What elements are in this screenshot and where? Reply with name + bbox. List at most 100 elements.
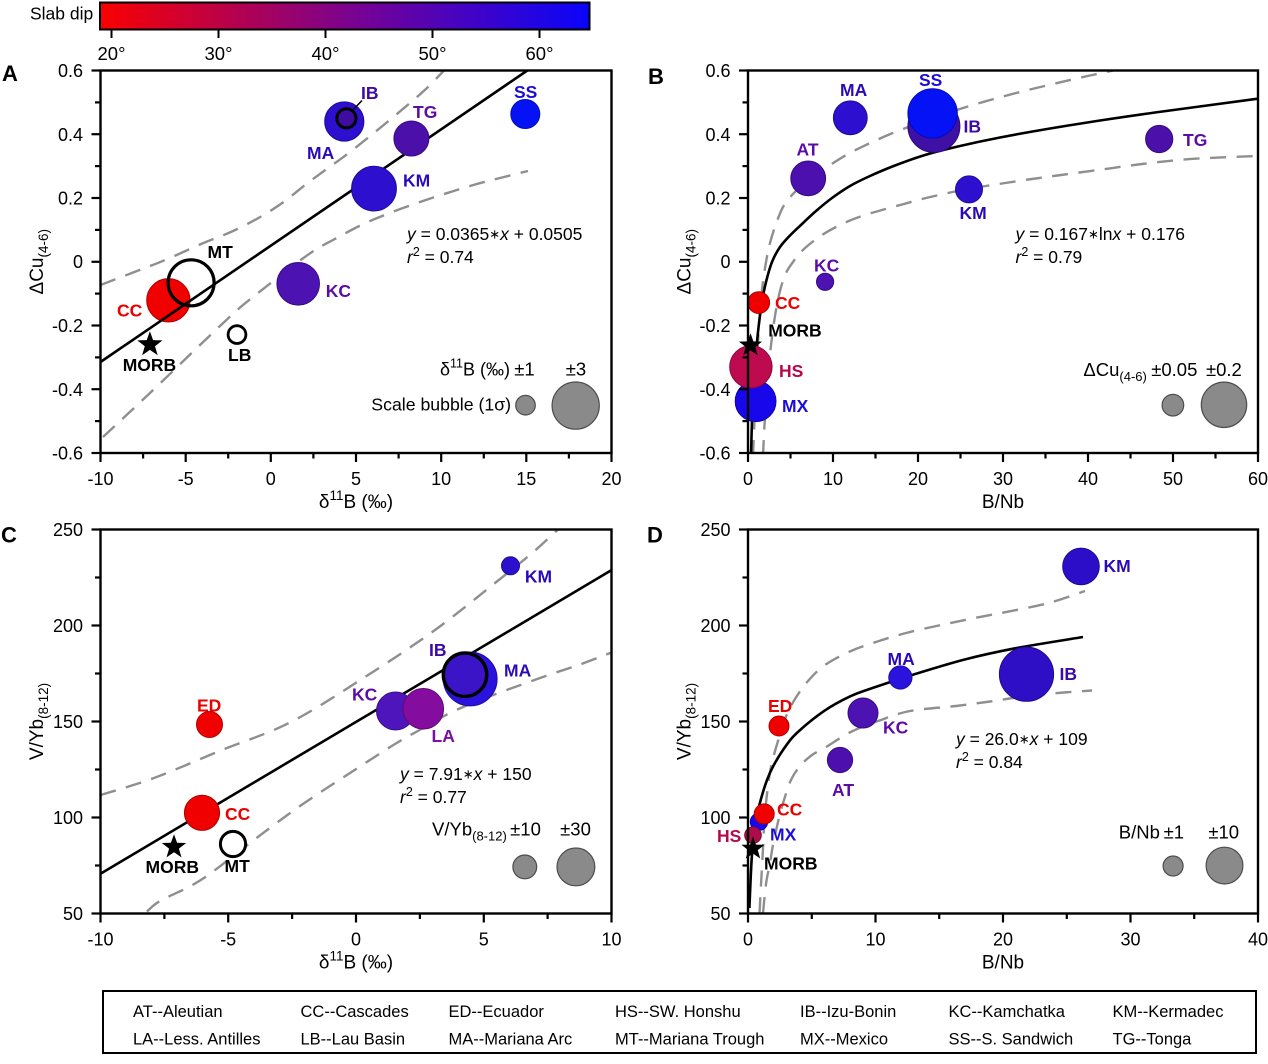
- svg-text:KM: KM: [1104, 556, 1131, 576]
- svg-text:20: 20: [993, 930, 1013, 950]
- svg-text:250: 250: [53, 520, 83, 540]
- svg-text:MA: MA: [840, 80, 868, 100]
- svg-text:r2 = 0.84: r2 = 0.84: [956, 750, 1023, 772]
- svg-text:LB--Lau Basin: LB--Lau Basin: [301, 1031, 406, 1049]
- svg-text:0.6: 0.6: [58, 61, 83, 81]
- svg-text:-5: -5: [178, 469, 194, 489]
- svg-text:CC: CC: [225, 804, 251, 824]
- svg-text:-0.2: -0.2: [699, 316, 730, 336]
- svg-text:0: 0: [720, 252, 730, 272]
- svg-text:150: 150: [700, 712, 730, 732]
- svg-text:40°: 40°: [312, 43, 340, 64]
- svg-text:±30: ±30: [560, 819, 591, 840]
- svg-text:-0.4: -0.4: [52, 380, 83, 400]
- svg-text:y = 0.0365∗x + 0.0505: y = 0.0365∗x + 0.0505: [406, 224, 582, 244]
- svg-text:0: 0: [351, 930, 361, 950]
- svg-text:±10: ±10: [510, 819, 541, 840]
- svg-text:A: A: [2, 61, 18, 86]
- svg-text:±0.2: ±0.2: [1206, 359, 1242, 380]
- svg-text:-0.2: -0.2: [52, 316, 83, 336]
- svg-text:MORB: MORB: [146, 857, 199, 877]
- svg-text:200: 200: [700, 616, 730, 636]
- svg-text:KC--Kamchatka: KC--Kamchatka: [949, 1003, 1066, 1021]
- svg-text:AT: AT: [797, 140, 819, 160]
- svg-text:±10: ±10: [1208, 821, 1239, 842]
- svg-text:MA: MA: [888, 649, 916, 669]
- svg-text:0.6: 0.6: [705, 61, 730, 81]
- svg-text:0.4: 0.4: [705, 125, 730, 145]
- svg-text:δ11B (‰): δ11B (‰): [319, 949, 393, 974]
- svg-text:30: 30: [993, 469, 1013, 489]
- svg-text:CC: CC: [777, 800, 803, 820]
- svg-text:30: 30: [1120, 930, 1140, 950]
- svg-text:y = 0.167∗lnx + 0.176: y = 0.167∗lnx + 0.176: [1015, 224, 1186, 244]
- svg-text:MORB: MORB: [764, 854, 817, 874]
- svg-text:KM: KM: [525, 567, 552, 587]
- svg-text:AT--Aleutian: AT--Aleutian: [133, 1003, 223, 1021]
- svg-text:TG: TG: [413, 102, 437, 122]
- svg-text:250: 250: [700, 520, 730, 540]
- svg-text:50: 50: [710, 904, 730, 924]
- svg-text:10: 10: [431, 469, 451, 489]
- svg-text:CC: CC: [775, 293, 801, 313]
- svg-text:MT: MT: [208, 242, 234, 262]
- svg-text:20: 20: [601, 469, 621, 489]
- svg-text:AT: AT: [832, 780, 854, 800]
- svg-text:TG: TG: [1183, 130, 1207, 150]
- svg-text:KM: KM: [960, 203, 987, 223]
- svg-text:50: 50: [63, 904, 83, 924]
- svg-text:KC: KC: [883, 718, 909, 738]
- svg-text:±1: ±1: [1164, 821, 1184, 842]
- svg-text:-10: -10: [87, 930, 113, 950]
- svg-text:20°: 20°: [98, 43, 126, 64]
- svg-text:50°: 50°: [419, 43, 447, 64]
- svg-text:0.2: 0.2: [58, 189, 83, 209]
- svg-text:B: B: [648, 64, 664, 89]
- svg-text:KC: KC: [352, 685, 378, 705]
- svg-text:B/Nb: B/Nb: [982, 492, 1024, 513]
- svg-text:Slab dip: Slab dip: [30, 4, 93, 24]
- svg-text:20: 20: [908, 469, 928, 489]
- svg-text:MORB: MORB: [123, 355, 176, 375]
- svg-text:-5: -5: [220, 930, 236, 950]
- svg-text:IB: IB: [429, 640, 447, 660]
- svg-text:ED: ED: [768, 696, 792, 716]
- svg-text:200: 200: [53, 616, 83, 636]
- svg-text:HS: HS: [779, 361, 803, 381]
- svg-text:MX: MX: [770, 825, 797, 845]
- svg-text:60°: 60°: [526, 43, 554, 64]
- svg-text:15: 15: [516, 469, 536, 489]
- svg-text:MA: MA: [307, 143, 335, 163]
- svg-text:LA: LA: [432, 726, 456, 746]
- svg-text:D: D: [647, 523, 663, 548]
- svg-text:ED--Ecuador: ED--Ecuador: [449, 1003, 545, 1021]
- svg-text:ED: ED: [197, 696, 221, 716]
- svg-text:10: 10: [601, 930, 621, 950]
- svg-text:HS--SW. Honshu: HS--SW. Honshu: [615, 1003, 741, 1021]
- svg-text:LB: LB: [228, 345, 251, 365]
- svg-text:0: 0: [743, 930, 753, 950]
- svg-text:MA: MA: [504, 661, 532, 681]
- svg-text:MX: MX: [782, 396, 809, 416]
- svg-text:IB--Izu-Bonin: IB--Izu-Bonin: [800, 1003, 896, 1021]
- svg-text:B/Nb: B/Nb: [1119, 821, 1160, 842]
- svg-text:-10: -10: [87, 469, 113, 489]
- svg-text:50: 50: [1163, 469, 1183, 489]
- svg-text:100: 100: [700, 808, 730, 828]
- svg-text:HS: HS: [717, 826, 741, 846]
- svg-text:IB: IB: [1060, 664, 1078, 684]
- svg-text:C: C: [1, 523, 17, 548]
- svg-text:KC: KC: [814, 256, 840, 276]
- svg-text:30°: 30°: [205, 43, 233, 64]
- svg-text:SS: SS: [514, 82, 537, 102]
- svg-text:KM: KM: [403, 171, 430, 191]
- svg-text:MA--Mariana Arc: MA--Mariana Arc: [449, 1031, 573, 1049]
- svg-text:10: 10: [865, 930, 885, 950]
- svg-text:0.4: 0.4: [58, 125, 83, 145]
- svg-text:V/Yb(8-12): V/Yb(8-12): [675, 683, 699, 760]
- svg-text:-0.6: -0.6: [699, 444, 730, 464]
- svg-text:5: 5: [479, 930, 489, 950]
- svg-text:r2 = 0.79: r2 = 0.79: [1016, 245, 1083, 267]
- svg-text:±0.05: ±0.05: [1151, 359, 1197, 380]
- svg-text:5: 5: [351, 469, 361, 489]
